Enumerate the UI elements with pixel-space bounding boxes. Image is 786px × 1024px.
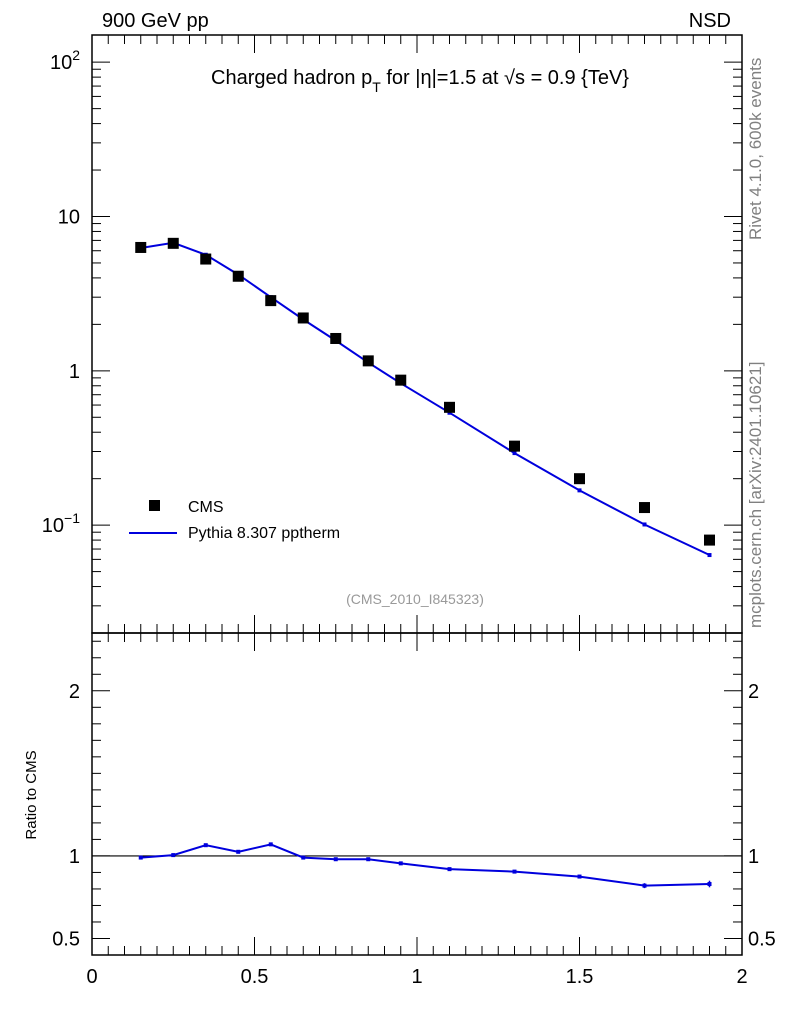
ratio-x-axis: 0 0.5 1 1.5 2 bbox=[86, 633, 748, 988]
ratio-point bbox=[398, 861, 403, 866]
x-tick-label: 0.5 bbox=[241, 966, 269, 988]
cms-data-point bbox=[265, 295, 277, 307]
legend-data-label: CMS bbox=[188, 499, 224, 516]
x-tick-label: 1.5 bbox=[566, 966, 594, 988]
legend-data-marker bbox=[149, 500, 160, 511]
main-y-tick-label: 102 bbox=[50, 47, 80, 74]
ratio-series-layer bbox=[92, 842, 742, 889]
mc-series-line bbox=[140, 241, 710, 556]
ratio-point bbox=[642, 883, 647, 888]
ratio-y-tick-label-right: 2 bbox=[748, 681, 759, 703]
cms-data-point bbox=[574, 473, 585, 485]
mcplots-label: mcplots.cern.ch [arXiv:2401.10621] bbox=[746, 362, 765, 628]
ratio-point bbox=[268, 842, 273, 847]
x-tick-label: 2 bbox=[736, 966, 747, 988]
energy-label: 900 GeV pp bbox=[102, 10, 209, 32]
ratio-y-tick-label-left: 2 bbox=[69, 681, 80, 703]
cms-data-point bbox=[509, 440, 520, 452]
x-tick-label: 1 bbox=[411, 966, 422, 988]
ratio-point bbox=[366, 857, 371, 862]
ratio-point bbox=[333, 857, 338, 862]
ratio-point bbox=[577, 874, 582, 879]
mc-point bbox=[512, 451, 517, 456]
ratio-y-tick-label-right: 0.5 bbox=[748, 928, 776, 950]
ratio-point bbox=[447, 867, 452, 872]
legend-mc-label: Pythia 8.307 pptherm bbox=[188, 525, 340, 542]
cms-data-point bbox=[362, 355, 374, 367]
cms-data-point bbox=[639, 502, 650, 514]
cms-data-point bbox=[330, 332, 342, 344]
main-series-layer bbox=[135, 237, 715, 558]
cms-data-point bbox=[395, 374, 407, 386]
main-x-axis-ticks bbox=[91, 35, 743, 633]
main-panel-frame bbox=[91, 34, 743, 634]
ratio-y-tick-label-left: 0.5 bbox=[52, 928, 80, 950]
main-y-axis: 10−1 1 10 102 bbox=[42, 47, 742, 634]
ratio-y-axis: 0.5 0.5 1 1 2 2 bbox=[52, 640, 776, 950]
process-label: NSD bbox=[689, 10, 731, 32]
x-tick-label: 0 bbox=[86, 966, 97, 988]
ratio-point bbox=[707, 881, 712, 886]
cms-data-point bbox=[704, 534, 715, 546]
ratio-point bbox=[203, 843, 208, 848]
rivet-version-label: Rivet 4.1.0, 600k events bbox=[746, 58, 765, 240]
ratio-y-tick-label-left: 1 bbox=[69, 846, 80, 868]
ratio-point bbox=[236, 849, 241, 854]
legend: CMS Pythia 8.307 pptherm bbox=[129, 499, 340, 542]
cms-data-point bbox=[200, 253, 212, 265]
mc-point bbox=[707, 553, 712, 558]
mc-point bbox=[577, 488, 582, 493]
ratio-point bbox=[301, 855, 306, 860]
cms-data-point bbox=[232, 270, 244, 282]
cms-data-point bbox=[444, 401, 455, 413]
analysis-id: (CMS_2010_I845323) bbox=[346, 591, 484, 607]
main-y-tick-label: 10−1 bbox=[42, 510, 80, 537]
ratio-panel-frame bbox=[91, 632, 743, 956]
mc-point bbox=[642, 522, 647, 527]
ratio-y-axis-label: Ratio to CMS bbox=[23, 750, 40, 839]
ratio-point bbox=[138, 855, 143, 860]
ratio-point bbox=[512, 869, 517, 874]
ratio-y-tick-label-right: 1 bbox=[748, 846, 759, 868]
main-y-tick-label: 1 bbox=[69, 361, 80, 383]
main-y-tick-label: 10 bbox=[58, 206, 80, 228]
ratio-point bbox=[171, 853, 176, 858]
chart-title: Charged hadron pT for |η|=1.5 at √s = 0.… bbox=[211, 67, 629, 95]
ratio-series-line bbox=[140, 843, 710, 887]
cms-data-point bbox=[135, 241, 147, 253]
cms-data-point bbox=[167, 237, 179, 249]
cms-data-point bbox=[297, 312, 309, 324]
